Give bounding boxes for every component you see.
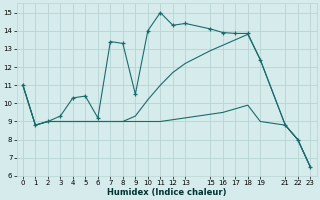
X-axis label: Humidex (Indice chaleur): Humidex (Indice chaleur) (107, 188, 226, 197)
